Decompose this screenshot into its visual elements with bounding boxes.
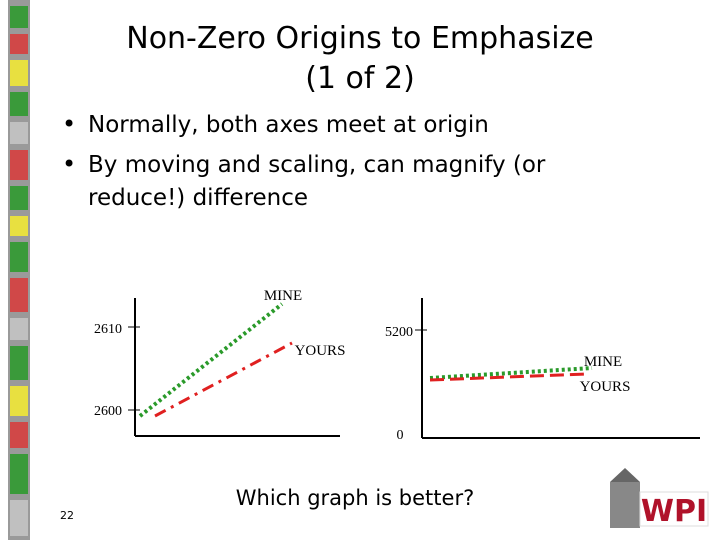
logo: WPI (610, 468, 709, 529)
series-label: YOURS (295, 343, 346, 359)
logo-text: WPI (641, 494, 707, 529)
tick-label: 5200 (385, 325, 413, 340)
tick-label: 2610 (94, 322, 122, 337)
series-label: MINE (264, 288, 302, 304)
side-stripe (8, 0, 30, 540)
right-graph: 5200 0 MINE YOURS (385, 298, 700, 443)
tick-label: 0 (397, 428, 404, 443)
title: (1 of 2) (305, 61, 415, 96)
series-label: MINE (584, 354, 622, 370)
bullet: Normally, both axes meet at origin (88, 112, 489, 138)
bullet: reduce!) difference (88, 185, 308, 211)
left-graph: 2610 2600 MINE YOURS (94, 288, 346, 437)
tick-label: 2600 (94, 404, 122, 419)
bullet: By moving and scaling, can magnify (or (88, 152, 546, 178)
bullet-dot: • (62, 150, 76, 178)
question: Which graph is better? (236, 486, 474, 510)
slide-number: 22 (60, 509, 74, 522)
bullet-dot: • (62, 110, 76, 138)
series-label: YOURS (580, 379, 631, 395)
title: Non-Zero Origins to Emphasize (126, 21, 594, 56)
